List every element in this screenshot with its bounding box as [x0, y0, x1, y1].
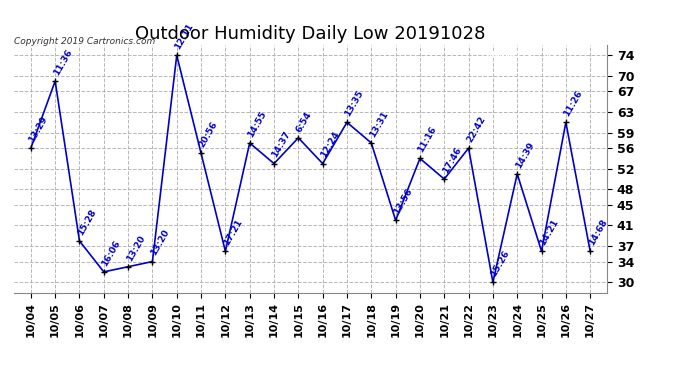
- Text: 14:37: 14:37: [270, 130, 293, 159]
- Text: 15:28: 15:28: [76, 207, 98, 237]
- Text: 6:54: 6:54: [295, 110, 314, 134]
- Text: 15:26: 15:26: [489, 249, 511, 278]
- Text: 13:35: 13:35: [344, 89, 366, 118]
- Text: 16:06: 16:06: [100, 238, 122, 268]
- Text: 22:42: 22:42: [465, 114, 487, 144]
- Text: 12:11: 12:11: [173, 22, 195, 51]
- Text: 13:20: 13:20: [124, 233, 146, 262]
- Text: 13:20: 13:20: [149, 228, 171, 257]
- Text: 14:39: 14:39: [513, 140, 536, 170]
- Text: 13:31: 13:31: [368, 110, 390, 139]
- Text: 17:46: 17:46: [441, 146, 463, 175]
- Text: Copyright 2019 Cartronics.com: Copyright 2019 Cartronics.com: [14, 38, 155, 46]
- Text: 11:36: 11:36: [52, 48, 74, 77]
- Text: 14:21: 14:21: [538, 217, 560, 247]
- Text: 14:68: 14:68: [586, 217, 609, 247]
- Text: 11:26: 11:26: [562, 89, 584, 118]
- Text: 12:24: 12:24: [319, 130, 341, 159]
- Text: 14:55: 14:55: [246, 110, 268, 139]
- Text: 17:21: 17:21: [221, 217, 244, 247]
- Text: 13:56: 13:56: [392, 187, 414, 216]
- Title: Outdoor Humidity Daily Low 20191028: Outdoor Humidity Daily Low 20191028: [135, 26, 486, 44]
- Text: 11:16: 11:16: [416, 125, 438, 154]
- Text: 20:56: 20:56: [197, 120, 219, 149]
- Text: 13:29: 13:29: [27, 114, 50, 144]
